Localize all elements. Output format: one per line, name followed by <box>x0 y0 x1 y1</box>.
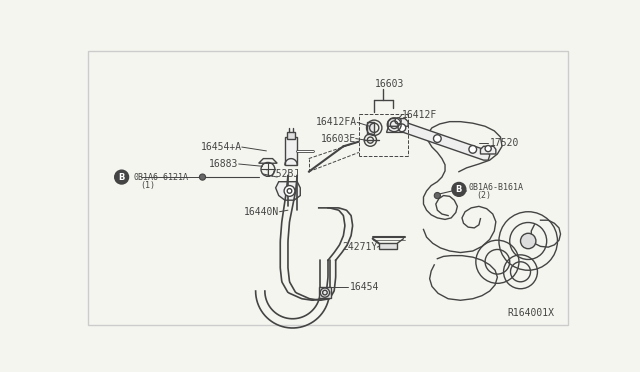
Text: 17520: 17520 <box>490 138 519 148</box>
Text: (1): (1) <box>140 181 155 190</box>
Circle shape <box>452 183 466 196</box>
Text: 16440N: 16440N <box>243 207 279 217</box>
Bar <box>367 122 374 134</box>
Polygon shape <box>387 123 490 160</box>
Circle shape <box>435 192 440 199</box>
Text: 16454: 16454 <box>349 282 379 292</box>
Circle shape <box>200 174 205 180</box>
Text: B: B <box>118 173 125 182</box>
Circle shape <box>395 118 401 124</box>
Bar <box>379 243 397 250</box>
Text: B: B <box>456 185 462 194</box>
Bar <box>287 132 295 139</box>
Polygon shape <box>276 182 300 200</box>
Text: 16883: 16883 <box>209 159 239 169</box>
Text: (2): (2) <box>476 191 491 200</box>
Text: 16454+A: 16454+A <box>200 142 242 152</box>
Polygon shape <box>388 119 408 126</box>
Text: 16412FA: 16412FA <box>316 118 357 127</box>
Text: 16603: 16603 <box>375 78 404 89</box>
Circle shape <box>284 186 295 196</box>
Text: 16603E: 16603E <box>321 134 356 144</box>
Circle shape <box>115 170 129 184</box>
Circle shape <box>520 233 536 249</box>
Text: 1752BJ: 1752BJ <box>265 169 300 179</box>
Circle shape <box>398 124 406 132</box>
Bar <box>285 137 297 165</box>
Text: R164001X: R164001X <box>508 308 554 318</box>
Circle shape <box>433 135 441 142</box>
Bar <box>319 287 331 298</box>
Text: 0B1A6-6121A: 0B1A6-6121A <box>134 173 189 182</box>
Text: 16412F: 16412F <box>402 110 437 120</box>
Text: 0B1A6-B161A: 0B1A6-B161A <box>468 183 523 192</box>
Circle shape <box>485 145 492 152</box>
Polygon shape <box>481 146 496 154</box>
Circle shape <box>469 145 477 153</box>
Text: 24271Y: 24271Y <box>342 242 378 252</box>
